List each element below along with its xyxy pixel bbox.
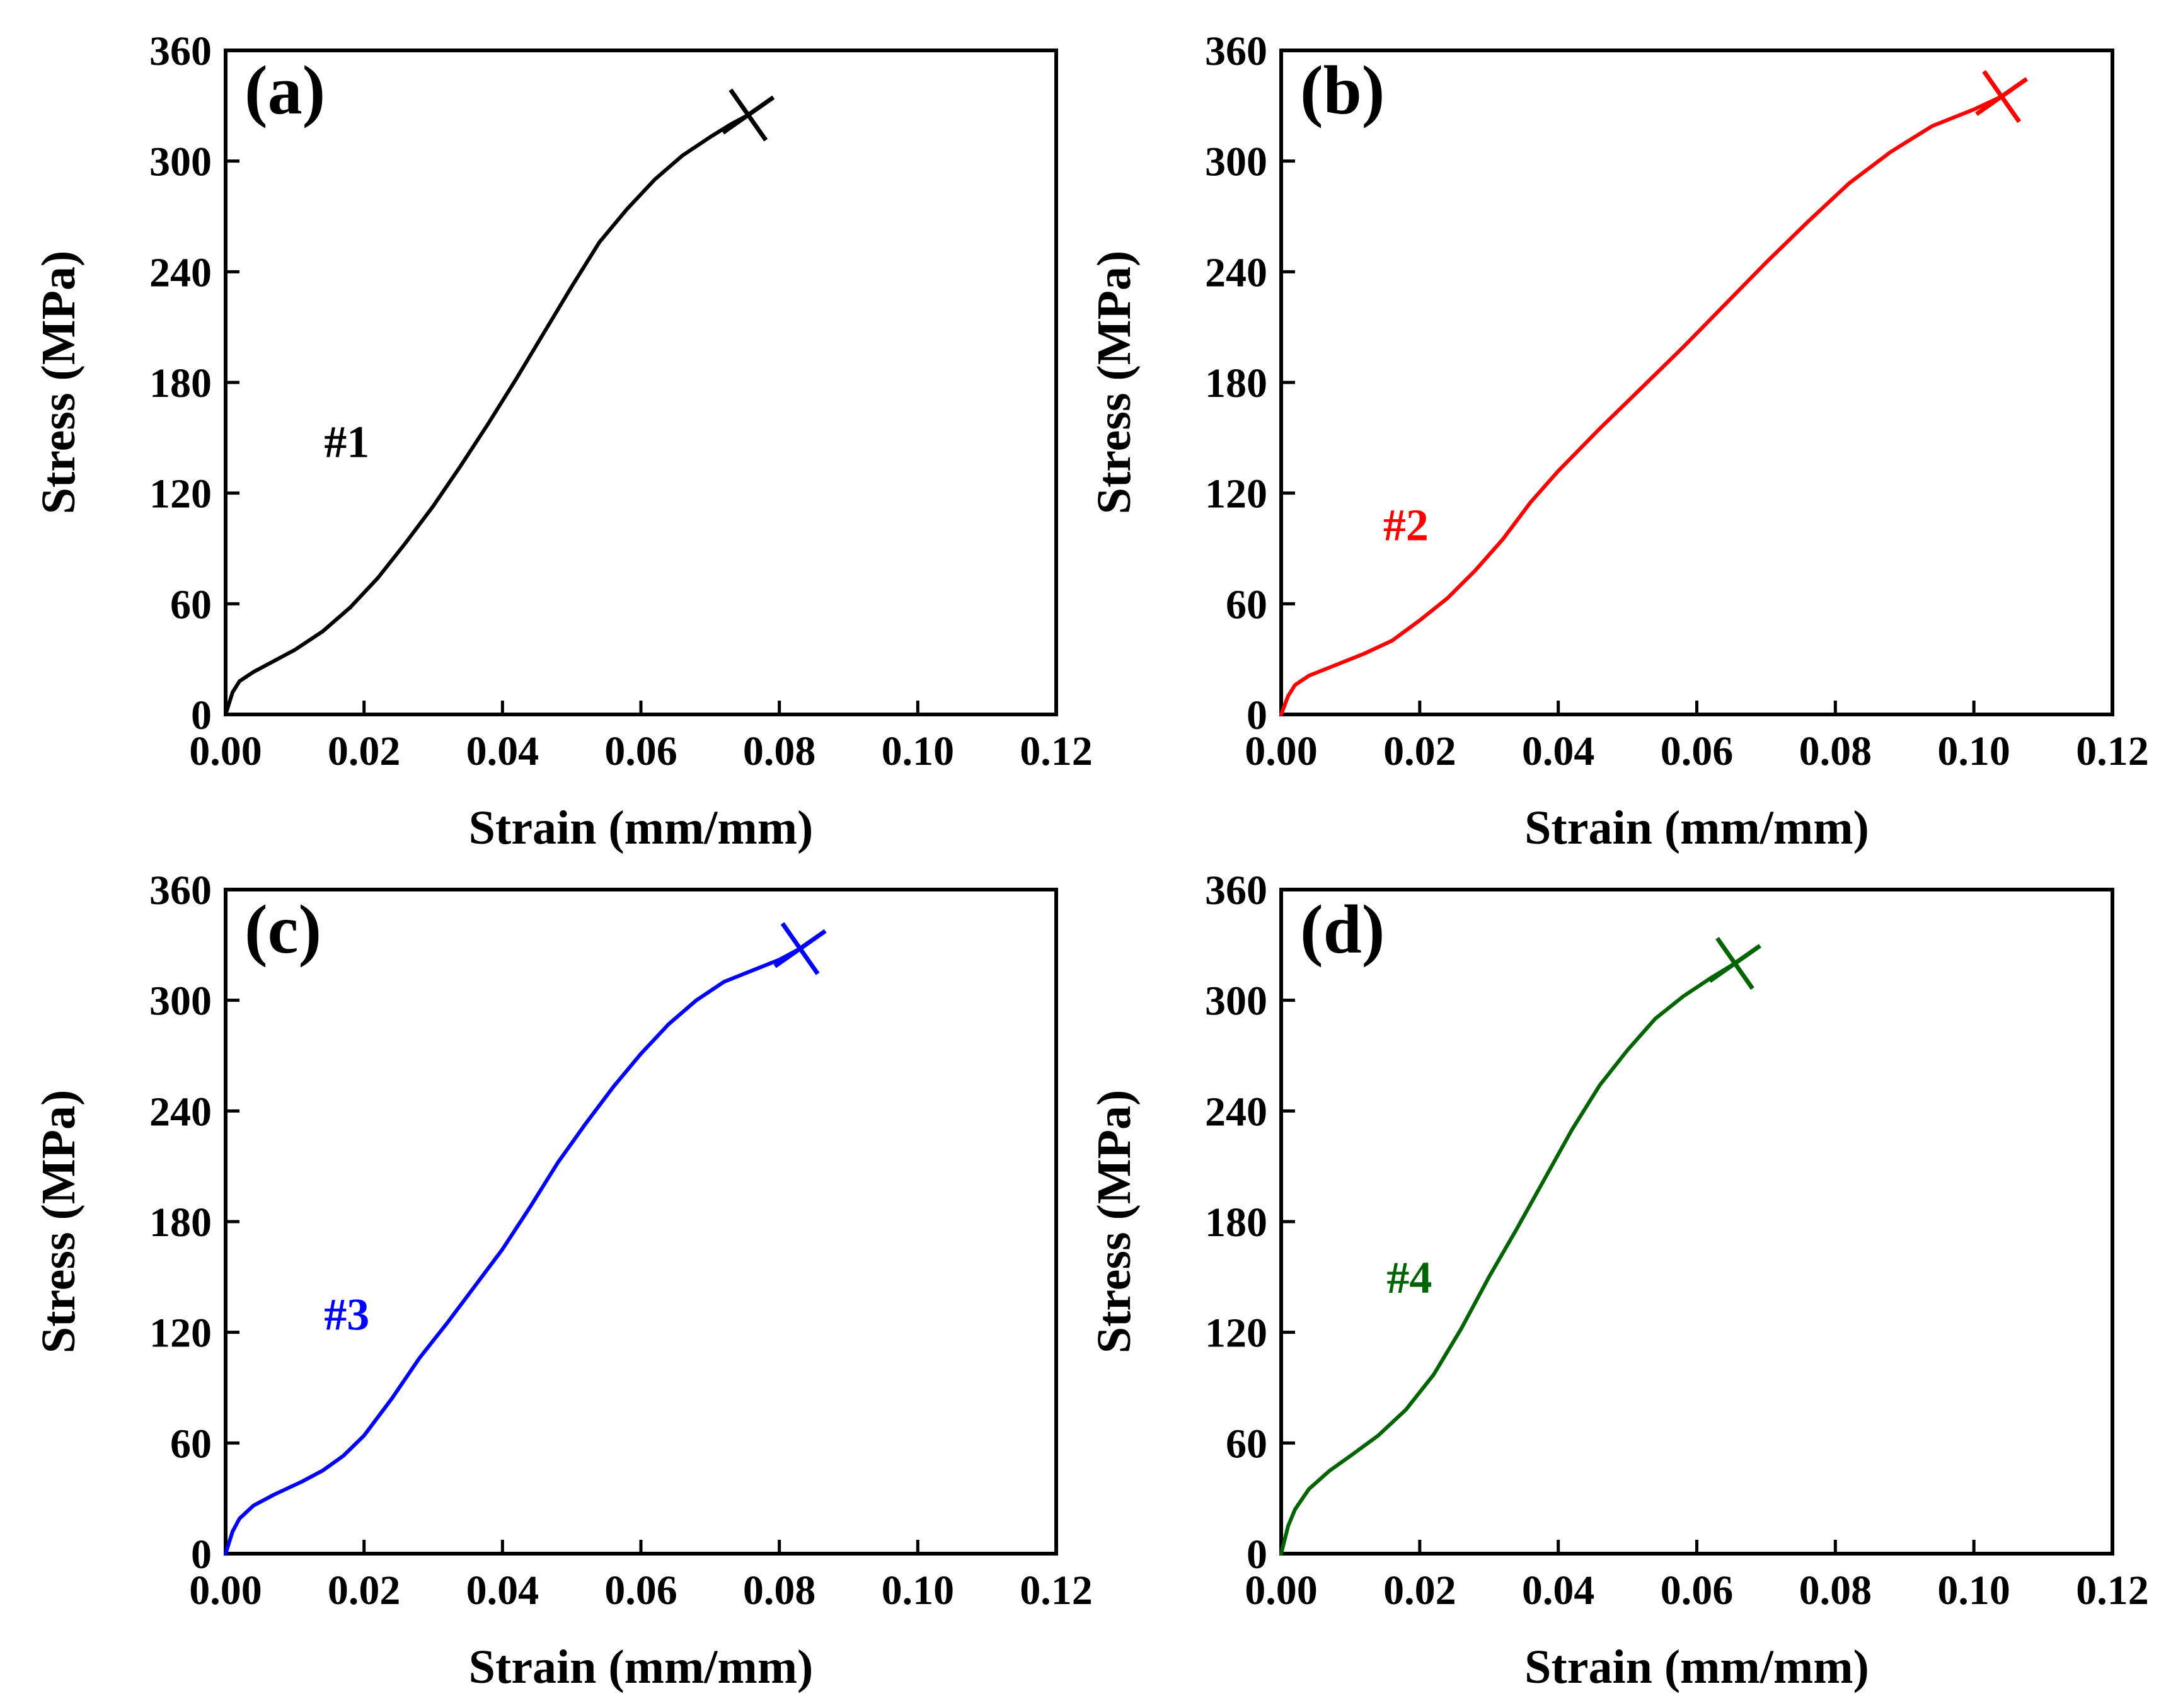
x-tick-label: 0.02 <box>1383 728 1456 774</box>
x-tick-label: 0.02 <box>328 1568 401 1613</box>
x-tick-label: 0.02 <box>328 728 401 774</box>
x-tick-label: 0.00 <box>1245 728 1318 774</box>
y-axis-title: Stress (MPa) <box>32 1090 85 1354</box>
y-axis-title: Stress (MPa) <box>1088 1090 1141 1354</box>
x-tick-label: 0.08 <box>1799 728 1872 774</box>
panel-label: (c) <box>245 891 321 968</box>
y-tick-label: 60 <box>1226 582 1267 628</box>
y-tick-label: 180 <box>149 360 212 406</box>
series-line <box>1279 961 1737 1556</box>
y-axis-title: Stress (MPa) <box>32 251 85 515</box>
x-tick-label: 0.10 <box>882 1568 955 1613</box>
y-tick-label: 360 <box>149 28 212 74</box>
y-axis-title: Stress (MPa) <box>1088 251 1141 515</box>
fracture-marker <box>1975 70 2029 123</box>
series-line <box>1279 95 2004 716</box>
x-tick-label: 0.12 <box>1020 1568 1093 1613</box>
fracture-marker <box>773 922 827 975</box>
x-tick-label: 0.04 <box>466 1568 539 1613</box>
x-tick-label: 0.08 <box>1799 1568 1872 1613</box>
x-tick-label: 0.00 <box>1245 1568 1318 1613</box>
y-tick-label: 0 <box>191 1532 212 1578</box>
x-tick-label: 0.10 <box>1937 728 2010 774</box>
x-tick-label: 0.06 <box>1661 728 1734 774</box>
y-tick-label: 180 <box>1205 1200 1267 1246</box>
series-annotation-label: #2 <box>1383 500 1429 550</box>
y-tick-label: 0 <box>191 692 212 738</box>
fracture-marker-stroke <box>1708 944 1761 983</box>
x-tick-label: 0.04 <box>466 728 539 774</box>
fracture-marker-stroke <box>773 929 827 968</box>
y-tick-label: 0 <box>1247 1532 1267 1578</box>
x-tick-label: 0.04 <box>1522 728 1595 774</box>
y-tick-label: 300 <box>149 139 212 185</box>
series-line <box>224 113 751 716</box>
y-tick-label: 240 <box>149 1089 212 1135</box>
y-tick-label: 240 <box>1205 249 1267 295</box>
panel-label: (d) <box>1300 891 1385 968</box>
x-tick-label: 0.06 <box>604 1568 677 1613</box>
y-tick-label: 0 <box>1247 692 1267 738</box>
chart-panel-c: 0.00 0.02 0.04 0.06 0.08 0.10 0.12 0 60 120 180 240… <box>32 868 1093 1694</box>
x-axis-title: Strain (mm/mm) <box>1524 1641 1869 1694</box>
y-tick-label: 120 <box>1205 471 1267 517</box>
x-tick-label: 0.00 <box>189 728 262 774</box>
y-tick-label: 60 <box>170 1421 212 1467</box>
x-tick-label: 0.06 <box>604 728 677 774</box>
y-tick-label: 120 <box>149 1310 212 1356</box>
panel-label: (b) <box>1300 52 1385 129</box>
y-tick-label: 300 <box>1205 978 1267 1024</box>
plot-frame <box>1279 49 2114 716</box>
chart-panel-a: 0.00 0.02 0.04 0.06 0.08 0.10 0.12 0 60 120 180 240… <box>32 28 1093 854</box>
y-tick-label: 360 <box>1205 28 1267 74</box>
y-tick-label: 120 <box>149 471 212 517</box>
x-axis-title: Strain (mm/mm) <box>469 1641 814 1694</box>
x-tick-label: 0.12 <box>2076 728 2149 774</box>
fracture-marker-stroke <box>722 95 775 135</box>
y-tick-label: 360 <box>149 868 212 914</box>
y-tick-label: 60 <box>1226 1421 1267 1467</box>
fracture-marker-stroke <box>1975 77 2029 117</box>
x-axis-title: Strain (mm/mm) <box>1524 801 1869 854</box>
chart-panel-b: 0.00 0.02 0.04 0.06 0.08 0.10 0.12 0 60 120 180 240… <box>1088 28 2149 854</box>
x-tick-label: 0.10 <box>1937 1568 2010 1613</box>
series-line <box>224 946 802 1556</box>
y-tick-label: 300 <box>1205 139 1267 185</box>
y-tick-label: 300 <box>149 978 212 1024</box>
y-tick-label: 120 <box>1205 1310 1267 1356</box>
series-annotation-label: #4 <box>1386 1252 1432 1303</box>
x-tick-label: 0.00 <box>189 1568 262 1613</box>
x-tick-label: 0.04 <box>1522 1568 1595 1613</box>
x-tick-label: 0.06 <box>1661 1568 1734 1613</box>
chart-panel-d: 0.00 0.02 0.04 0.06 0.08 0.10 0.12 0 60 120 180 240… <box>1088 868 2149 1694</box>
y-tick-label: 180 <box>149 1200 212 1246</box>
x-tick-label: 0.02 <box>1383 1568 1456 1613</box>
x-tick-label: 0.12 <box>2076 1568 2149 1613</box>
x-tick-label: 0.08 <box>743 1568 816 1613</box>
y-tick-label: 360 <box>1205 868 1267 914</box>
plot-frame <box>224 49 1058 716</box>
x-tick-label: 0.10 <box>882 728 955 774</box>
y-tick-label: 240 <box>149 249 212 295</box>
plot-frame <box>224 888 1058 1556</box>
x-axis-title: Strain (mm/mm) <box>469 801 814 854</box>
x-tick-label: 0.08 <box>743 728 816 774</box>
panel-label: (a) <box>245 52 325 129</box>
x-tick-label: 0.12 <box>1020 728 1093 774</box>
series-annotation-label: #1 <box>324 417 369 467</box>
series-annotation-label: #3 <box>324 1289 369 1339</box>
fracture-marker <box>722 88 775 142</box>
y-tick-label: 180 <box>1205 360 1267 406</box>
fracture-marker <box>1708 937 1761 990</box>
y-tick-label: 60 <box>170 582 212 628</box>
y-tick-label: 240 <box>1205 1089 1267 1135</box>
